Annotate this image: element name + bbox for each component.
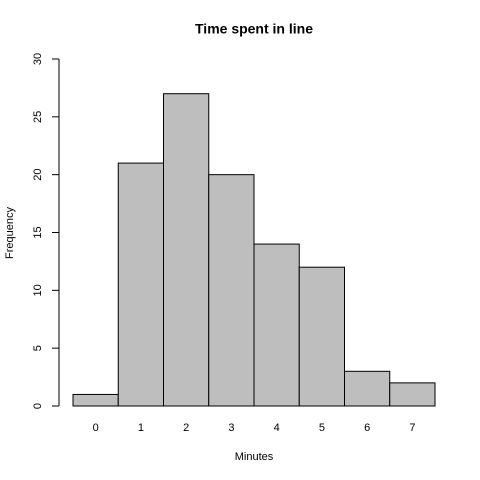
- y-tick-label: 10: [32, 284, 44, 296]
- bar: [389, 382, 436, 407]
- bar: [208, 174, 255, 407]
- bar: [72, 393, 119, 407]
- x-tick-label: 5: [319, 422, 325, 434]
- y-tick-label: 25: [32, 111, 44, 123]
- y-tick-label: 0: [32, 403, 44, 409]
- x-tick-label: 2: [183, 422, 189, 434]
- y-axis-label: Frequency: [4, 207, 16, 259]
- x-tick-label: 1: [138, 422, 144, 434]
- y-tick-label: 15: [32, 226, 44, 238]
- y-tick-label: 20: [32, 169, 44, 181]
- y-tick-label: 30: [32, 53, 44, 65]
- bar: [253, 243, 300, 407]
- x-axis-label: Minutes: [235, 451, 274, 463]
- x-tick-label: 3: [228, 422, 234, 434]
- bar: [298, 266, 345, 407]
- y-tick-label: 5: [32, 345, 44, 351]
- x-tick-label: 6: [364, 422, 370, 434]
- x-tick-label: 0: [93, 422, 99, 434]
- x-tick-label: 7: [409, 422, 415, 434]
- chart-title: Time spent in line: [195, 21, 313, 37]
- bar: [163, 93, 210, 407]
- bar: [344, 370, 391, 407]
- x-tick-label: 4: [274, 422, 280, 434]
- bar: [117, 162, 164, 407]
